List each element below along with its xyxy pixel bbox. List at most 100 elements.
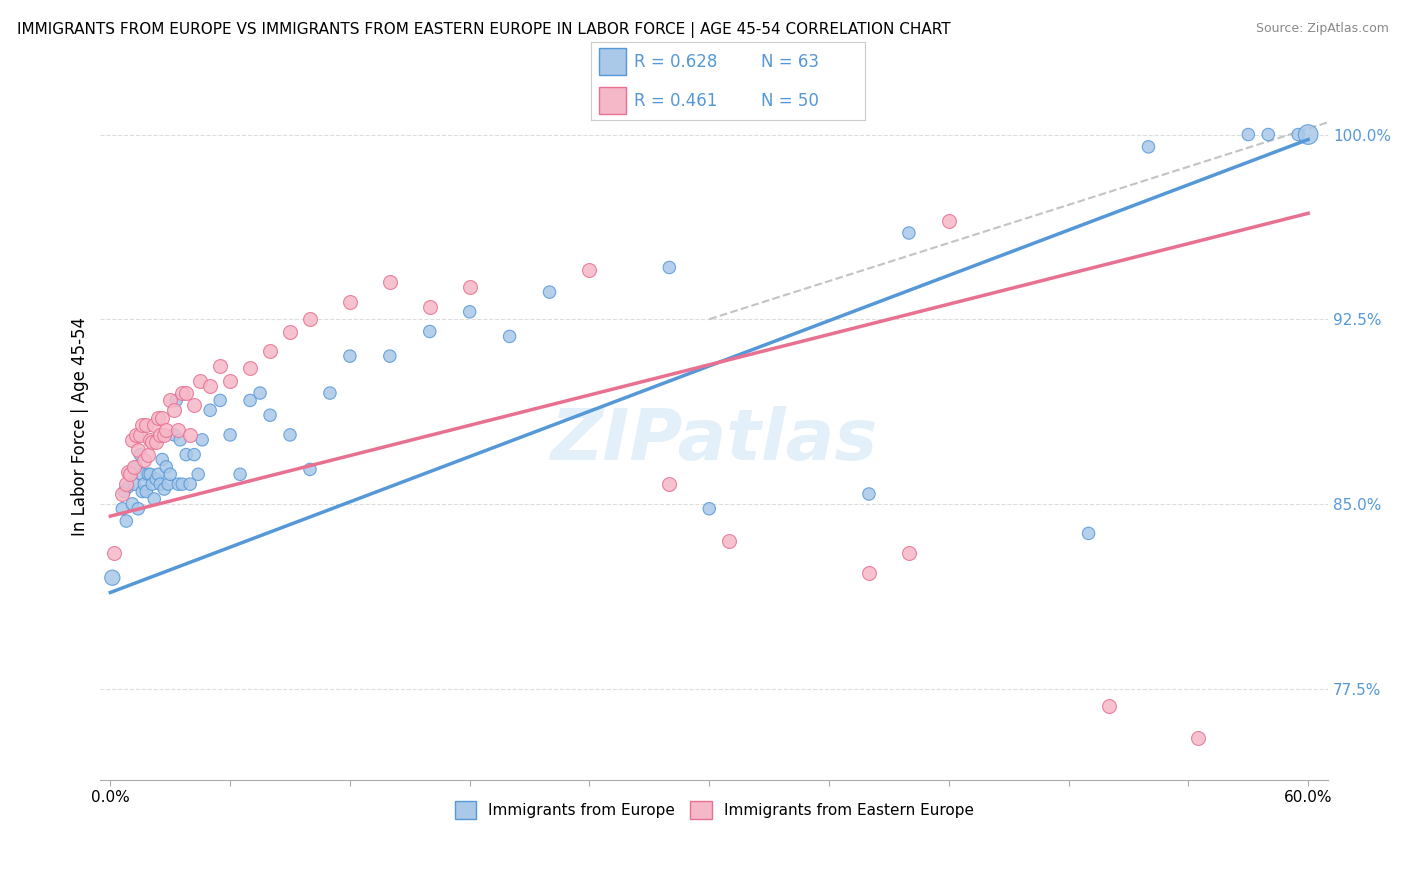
Point — [129, 428, 152, 442]
Point — [141, 435, 163, 450]
Point — [458, 305, 481, 319]
Point — [1077, 526, 1099, 541]
Point — [172, 477, 194, 491]
Point — [159, 393, 181, 408]
Point — [169, 433, 191, 447]
Point — [139, 467, 162, 482]
Point — [172, 386, 194, 401]
Point — [145, 435, 167, 450]
Point — [278, 325, 301, 339]
Text: R = 0.461: R = 0.461 — [634, 92, 717, 110]
Point — [167, 423, 190, 437]
Point — [103, 546, 125, 560]
Point — [148, 410, 170, 425]
Point — [378, 349, 401, 363]
Point — [153, 428, 176, 442]
Point — [339, 295, 361, 310]
Point — [658, 260, 681, 275]
Point — [198, 403, 221, 417]
Point — [187, 467, 209, 482]
Point — [134, 452, 156, 467]
Point — [117, 465, 139, 479]
Point — [179, 477, 201, 491]
Point — [219, 428, 242, 442]
Point — [101, 571, 124, 585]
Point — [131, 467, 153, 482]
Text: N = 63: N = 63 — [761, 53, 818, 70]
Point — [183, 398, 205, 412]
Point — [298, 312, 321, 326]
Point — [115, 514, 138, 528]
Point — [1296, 128, 1319, 142]
Point — [134, 477, 156, 491]
Point — [239, 393, 262, 408]
Point — [127, 442, 149, 457]
Point — [498, 329, 520, 343]
Point — [135, 484, 157, 499]
Point — [174, 448, 197, 462]
Point — [111, 487, 134, 501]
Point — [229, 467, 252, 482]
Bar — [599, 48, 626, 75]
Point — [139, 433, 162, 447]
Point — [938, 213, 960, 227]
Point — [188, 374, 211, 388]
Text: Source: ZipAtlas.com: Source: ZipAtlas.com — [1256, 22, 1389, 36]
Point — [319, 386, 342, 401]
Point — [259, 344, 281, 359]
Point — [124, 477, 146, 491]
Point — [278, 428, 301, 442]
Point — [697, 501, 720, 516]
Point — [1286, 128, 1309, 142]
Point — [143, 491, 166, 506]
Point — [578, 263, 600, 277]
Point — [111, 501, 134, 516]
Point — [339, 349, 361, 363]
Point — [897, 546, 920, 560]
Point — [131, 418, 153, 433]
Point — [120, 467, 142, 482]
Point — [239, 361, 262, 376]
Point — [209, 359, 232, 373]
Point — [121, 497, 143, 511]
Point — [112, 484, 135, 499]
Text: N = 50: N = 50 — [761, 92, 818, 110]
Point — [121, 433, 143, 447]
Point — [219, 374, 242, 388]
Point — [124, 459, 146, 474]
Point — [157, 477, 180, 491]
Point — [1097, 698, 1119, 713]
Point — [167, 477, 190, 491]
Point — [378, 275, 401, 289]
Point — [148, 467, 170, 482]
Point — [419, 300, 441, 314]
Point — [155, 459, 177, 474]
Point — [163, 428, 186, 442]
Point — [149, 477, 172, 491]
Point — [163, 403, 186, 417]
Point — [129, 448, 152, 462]
Bar — [599, 87, 626, 114]
Point — [127, 501, 149, 516]
Text: ZIPatlas: ZIPatlas — [551, 406, 877, 475]
Point — [149, 428, 172, 442]
Point — [120, 467, 142, 482]
Point — [298, 462, 321, 476]
Point — [209, 393, 232, 408]
Point — [1237, 128, 1260, 142]
Text: IMMIGRANTS FROM EUROPE VS IMMIGRANTS FROM EASTERN EUROPE IN LABOR FORCE | AGE 45: IMMIGRANTS FROM EUROPE VS IMMIGRANTS FRO… — [17, 22, 950, 38]
Point — [191, 433, 214, 447]
Point — [125, 428, 148, 442]
Point — [858, 566, 880, 580]
Point — [117, 480, 139, 494]
Point — [135, 418, 157, 433]
Point — [150, 452, 173, 467]
Point — [159, 467, 181, 482]
Point — [1187, 731, 1209, 745]
Point — [259, 408, 281, 422]
Point — [174, 386, 197, 401]
Legend: Immigrants from Europe, Immigrants from Eastern Europe: Immigrants from Europe, Immigrants from … — [449, 795, 980, 825]
Point — [150, 410, 173, 425]
Point — [718, 533, 741, 548]
Point — [897, 226, 920, 240]
